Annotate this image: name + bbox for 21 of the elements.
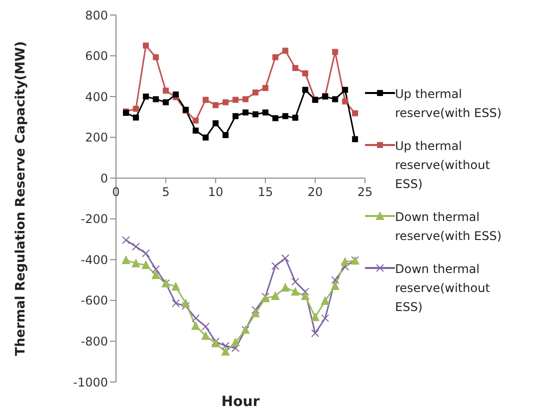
y-tick-label: 0 [100, 171, 108, 186]
legend-label: Down thermal reserve(with ESS) [395, 208, 503, 244]
x-tick-label: 5 [162, 185, 170, 200]
y-tick-label: -200 [80, 212, 108, 226]
legend-label: Down thermal reserve(without ESS) [395, 260, 491, 316]
y-tick-label: -800 [80, 334, 108, 348]
y-tick-label: -400 [80, 252, 108, 267]
y-axis-title: Thermal Regulation Reserve Capacity(MW) [14, 41, 29, 356]
x-tick-label: 20 [308, 185, 323, 200]
y-tick-label: -1000 [73, 375, 108, 390]
x-axis-title: Hour [221, 394, 260, 407]
y-tick-label: 400 [85, 90, 108, 104]
x-tick-label: 10 [208, 185, 224, 200]
x-tick-label: 15 [258, 185, 274, 200]
y-tick-label: 600 [85, 49, 108, 64]
y-tick-label: 200 [85, 130, 108, 145]
x-tick-label: 25 [357, 185, 373, 200]
legend-label: Up thermal reserve(without ESS) [395, 138, 491, 192]
legend-label: Up thermal reserve(with ESS) [395, 86, 503, 122]
y-tick-label: -600 [80, 294, 108, 308]
y-tick-label: 800 [85, 8, 108, 22]
